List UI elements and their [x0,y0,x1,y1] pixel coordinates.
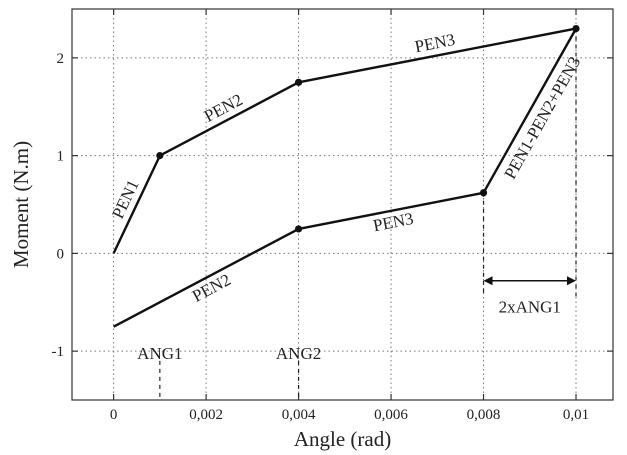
y-tick-label: 2 [57,51,65,67]
dimension-2xang1: 2xANG1 [483,276,577,317]
data-point [479,189,488,197]
data-markers [156,24,580,233]
data-point [156,152,164,160]
guide-label-ang2: ANG2 [276,344,321,363]
grid [72,9,613,400]
y-tick-label: 1 [57,149,65,165]
data-point [294,225,303,233]
guide-label-ang1: ANG1 [137,344,182,363]
y-tick-label: -1 [52,344,65,360]
segment-label: PEN1-PEN2+PEN3 [500,53,584,182]
data-point [294,78,303,86]
x-tick-label: 0,004 [282,407,316,423]
y-axis-title: Moment (N.m) [9,141,33,268]
loading-curve [112,27,577,254]
x-tick-label: 0,002 [189,407,223,423]
data-point [572,24,580,33]
axis-ticks: 0 0,002 0,004 0,006 0,008 0,01 -1 0 1 2 [52,9,613,423]
x-tick-label: 0,01 [563,407,589,423]
series-lines [112,27,578,328]
x-tick-label: 0,006 [374,407,408,423]
x-tick-label: 0 [110,407,118,423]
dimension-arrow-left [483,276,493,286]
y-tick-label: 0 [57,246,65,262]
segment-label: PEN2 [201,90,246,126]
x-tick-label: 0,008 [467,407,501,423]
guide-lines [159,28,577,400]
plot-frame [71,8,614,401]
dimension-arrow-right [567,276,577,286]
x-axis-title: Angle (rad) [294,427,391,451]
unloading-curve [113,28,578,328]
dimension-label: 2xANG1 [499,298,561,317]
